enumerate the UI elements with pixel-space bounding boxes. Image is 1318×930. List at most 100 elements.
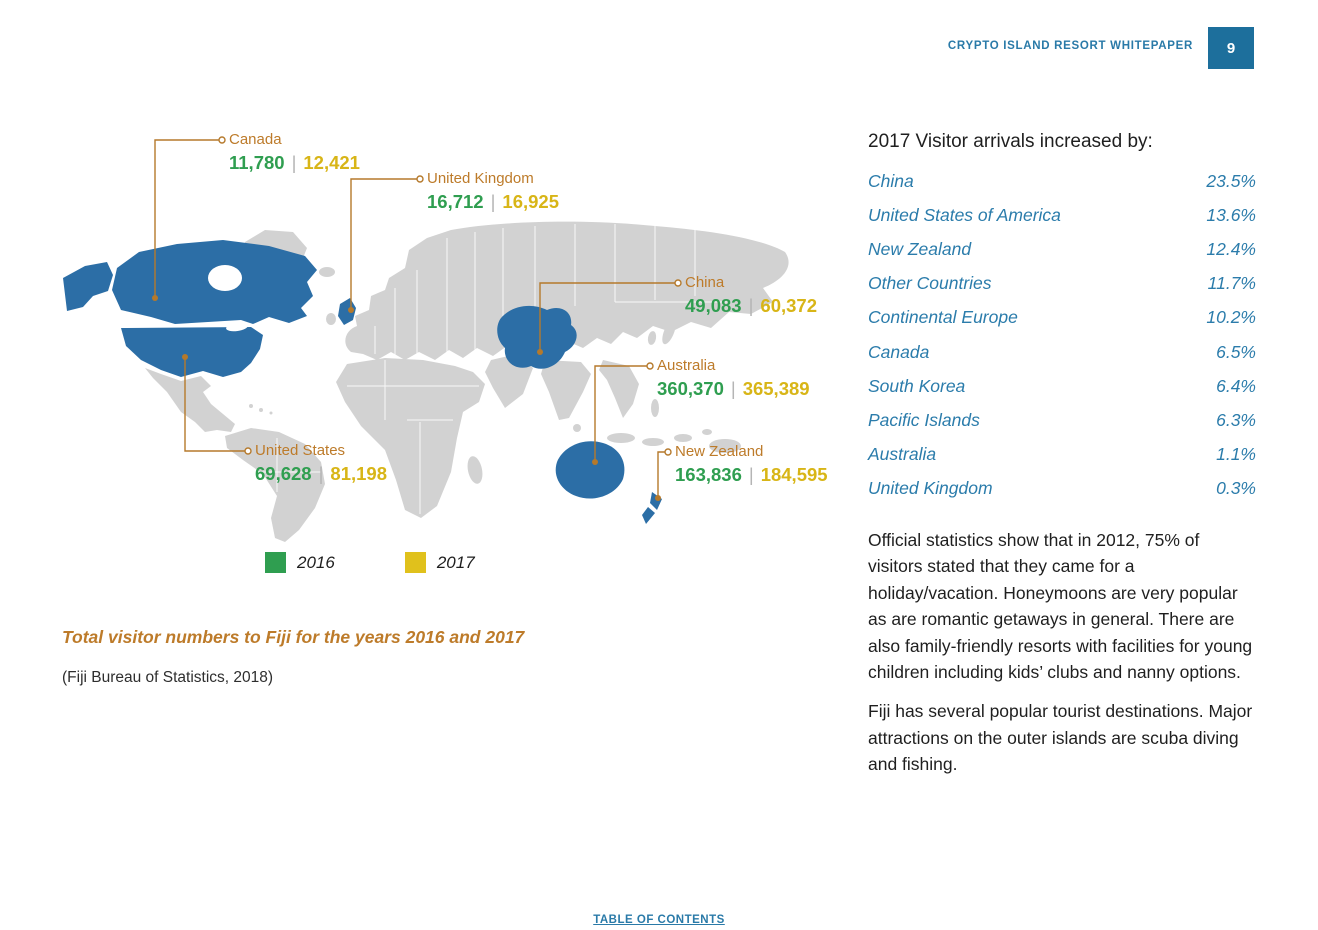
callout-united-kingdom: United Kingdom 16,712 | 16,925	[427, 169, 559, 214]
map-madagascar	[467, 456, 483, 484]
country-name: United Kingdom	[427, 170, 534, 187]
row-percent: 11.7%	[1207, 273, 1256, 294]
row-country: Continental Europe	[868, 307, 1018, 328]
map-united-states	[121, 327, 263, 377]
map-china	[497, 305, 577, 369]
row-country: Other Countries	[868, 273, 992, 294]
map-india	[541, 360, 591, 420]
figure-source: (Fiji Bureau of Statistics, 2018)	[62, 669, 274, 686]
body-paragraph-2: Fiji has several popular tourist destina…	[868, 701, 1253, 775]
page-footer: TABLE OF CONTENTS	[0, 910, 1318, 928]
table-row: United States of America 13.6%	[868, 198, 1256, 232]
row-country: United Kingdom	[868, 478, 993, 499]
map-new-zealand-south	[642, 507, 655, 524]
row-percent: 6.4%	[1216, 375, 1256, 396]
map-australia	[555, 441, 625, 499]
row-country: United States of America	[868, 204, 1061, 225]
callout-line-united-states	[182, 354, 252, 455]
value-2016: 49,083	[685, 295, 742, 316]
row-percent: 23.5%	[1206, 170, 1256, 191]
country-name: Australia	[657, 357, 716, 374]
table-row: South Korea 6.4%	[868, 369, 1256, 403]
value-2016: 163,836	[675, 464, 742, 485]
body-paragraph-1: Official statistics show that in 2012, 7…	[868, 529, 1253, 682]
row-percent: 6.3%	[1216, 409, 1256, 430]
row-percent: 0.3%	[1216, 478, 1256, 499]
callout-canada: Canada 11,780 | 12,421	[229, 130, 360, 175]
legend-swatch-2016	[265, 552, 286, 573]
whitepaper-header-title: CRYPTO ISLAND RESORT WHITEPAPER	[947, 40, 1193, 52]
page-number-badge: 9	[1208, 27, 1254, 69]
page-number: 9	[1226, 39, 1236, 57]
row-country: South Korea	[868, 375, 966, 396]
map-caribbean-islands	[249, 404, 273, 415]
table-row: Canada 6.5%	[868, 335, 1256, 369]
value-2017: 184,595	[760, 464, 828, 485]
country-values: 49,083 | 60,372	[685, 292, 817, 318]
row-country: Pacific Islands	[868, 409, 980, 430]
map-south-america	[225, 428, 325, 542]
legend-swatch-2017	[404, 552, 426, 573]
map-eurasia	[345, 221, 789, 360]
row-percent: 6.5%	[1216, 341, 1256, 362]
legend-label-2017: 2017	[436, 552, 475, 572]
value-2017: 81,198	[330, 463, 387, 484]
row-country: Canada	[868, 341, 930, 362]
callout-lines	[152, 136, 682, 501]
callout-australia: Australia 360,370 | 365,389	[657, 356, 810, 401]
callout-united-states: United States 69,628 | 81,198	[255, 441, 387, 486]
country-values: 69,628 | 81,198	[255, 460, 387, 486]
country-values: 16,712 | 16,925	[427, 188, 559, 214]
map-sri-lanka	[573, 424, 581, 432]
map-new-zealand-north	[650, 492, 662, 510]
map-indonesia-islands	[607, 399, 741, 453]
figure-caption: Total visitor numbers to Fiji for the ye…	[62, 627, 525, 647]
value-separator: |	[748, 295, 754, 316]
map-southeast-asia	[599, 360, 639, 418]
value-2017: 365,389	[742, 378, 810, 399]
country-values: 11,780 | 12,421	[229, 149, 360, 175]
table-of-contents-link[interactable]: TABLE OF CONTENTS	[593, 914, 725, 926]
map-iceland	[319, 267, 335, 277]
callout-line-canada	[152, 136, 226, 301]
map-japan-korea	[647, 305, 681, 345]
map-ireland	[326, 313, 336, 325]
value-2017: 16,925	[502, 191, 559, 212]
row-percent: 12.4%	[1206, 238, 1256, 259]
value-2016: 16,712	[427, 191, 484, 212]
callout-line-china	[537, 279, 682, 355]
map-mexico-central-america	[145, 368, 235, 432]
value-separator: |	[318, 463, 324, 484]
callout-line-australia	[592, 362, 654, 465]
right-column: 2017 Visitor arrivals increased by: Chin…	[868, 131, 1256, 791]
row-country: Australia	[868, 444, 937, 465]
value-2016: 11,780	[229, 152, 285, 173]
value-2016: 360,370	[657, 378, 724, 399]
map-highlighted-countries	[63, 240, 662, 524]
callout-new-zealand: New Zealand 163,836 | 184,595	[675, 442, 828, 487]
chart-legend: 2016 2017	[265, 552, 475, 573]
row-country: New Zealand	[868, 238, 972, 259]
table-row: Continental Europe 10.2%	[868, 301, 1256, 335]
callout-line-united-kingdom	[348, 175, 424, 313]
value-2016: 69,628	[255, 463, 312, 484]
callout-line-new-zealand	[655, 448, 672, 501]
country-name: United States	[255, 442, 346, 459]
table-row: United Kingdom 0.3%	[868, 472, 1256, 506]
row-percent: 1.1%	[1216, 444, 1256, 465]
country-name: Canada	[229, 131, 282, 148]
table-row: Pacific Islands 6.3%	[868, 403, 1256, 437]
table-row: Australia 1.1%	[868, 438, 1256, 472]
value-separator: |	[748, 464, 754, 485]
row-percent: 13.6%	[1206, 204, 1256, 225]
country-name: China	[685, 274, 725, 291]
world-map	[63, 136, 789, 542]
map-africa	[336, 358, 485, 518]
legend-label-2016: 2016	[297, 552, 335, 572]
country-name: New Zealand	[675, 443, 764, 460]
map-great-lakes	[226, 322, 248, 332]
value-2017: 12,421	[303, 152, 360, 173]
value-separator: |	[291, 152, 297, 173]
row-percent: 10.2%	[1206, 307, 1256, 328]
